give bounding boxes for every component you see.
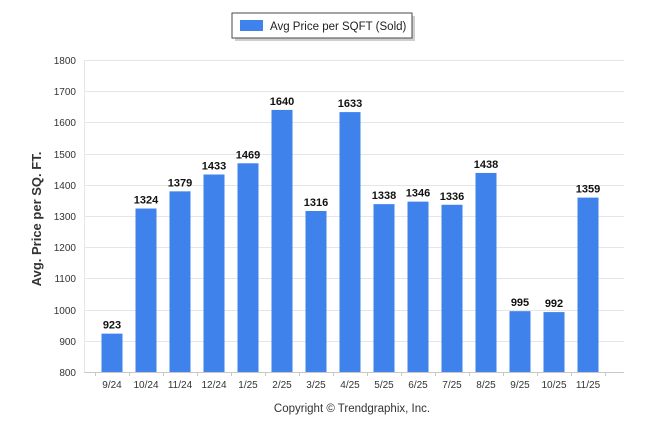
y-axis-ticks: 800 900 1000 1100 1200 1300 1400 1500 1600 1700 18… <box>54 56 77 379</box>
y-tick-label: 900 <box>59 337 76 348</box>
bar <box>339 112 361 372</box>
y-tick-label: 1000 <box>54 306 77 317</box>
data-label: 1640 <box>270 96 294 108</box>
x-tick-label: 10/24 <box>133 380 158 391</box>
bar <box>135 208 157 372</box>
y-tick-label: 1700 <box>54 87 77 98</box>
bar <box>203 174 225 372</box>
x-tick-label: 5/25 <box>374 380 394 391</box>
data-label: 1359 <box>576 184 600 196</box>
data-label: 1633 <box>338 98 362 110</box>
bar <box>305 211 327 372</box>
bar <box>373 204 395 372</box>
x-tick-label: 10/25 <box>541 380 566 391</box>
y-tick-label: 1500 <box>54 150 77 161</box>
data-label: 1338 <box>372 190 396 202</box>
copyright-text: Copyright © Trendgraphix, Inc. <box>274 403 430 415</box>
data-label: 992 <box>545 298 563 310</box>
data-label: 1433 <box>202 161 226 173</box>
x-tick-label: 3/25 <box>306 380 326 391</box>
data-label: 1438 <box>474 159 498 171</box>
x-tick-label: 8/25 <box>476 380 496 391</box>
bar <box>271 109 293 373</box>
x-tick-label: 7/25 <box>442 380 462 391</box>
y-tick-label: 1200 <box>54 243 77 254</box>
x-tick-label: 9/24 <box>102 380 122 391</box>
legend-label: Avg Price per SQFT (Sold) <box>270 21 407 33</box>
y-tick-label: 800 <box>59 368 76 379</box>
y-tick-label: 1300 <box>54 212 77 223</box>
bars <box>101 109 599 373</box>
x-tick-label: 11/25 <box>576 380 601 391</box>
legend-swatch <box>240 20 263 31</box>
y-tick-label: 1400 <box>54 181 77 192</box>
legend: Avg Price per SQFT (Sold) <box>231 12 415 41</box>
data-label: 1316 <box>304 197 328 209</box>
bar <box>475 172 497 372</box>
bar <box>237 163 259 372</box>
bar <box>441 204 463 372</box>
x-tick-label: 6/25 <box>408 380 428 391</box>
data-label: 1346 <box>406 188 430 200</box>
x-axis-ticks: 9/24 10/24 11/24 12/24 1/25 2/25 3/25 4/25 5/25 6… <box>95 372 606 391</box>
y-tick-label: 1100 <box>54 274 76 285</box>
bar <box>169 191 191 372</box>
bar <box>509 311 531 372</box>
y-tick-label: 1600 <box>54 118 77 129</box>
data-label: 995 <box>511 297 529 309</box>
bar <box>577 197 599 372</box>
bar <box>101 333 123 372</box>
y-axis-title: Avg. Price per SQ. FT. <box>29 152 44 287</box>
x-tick-label: 4/25 <box>340 380 360 391</box>
bar <box>543 312 565 372</box>
data-label: 1469 <box>236 149 260 161</box>
x-tick-label: 12/24 <box>201 380 226 391</box>
data-labels: 923 1324 1379 1433 1469 1640 1316 1633 1338 1346 1… <box>103 96 600 332</box>
bar <box>407 201 429 372</box>
x-tick-label: 1/25 <box>238 380 258 391</box>
data-label: 1336 <box>440 191 464 203</box>
x-tick-label: 9/25 <box>510 380 530 391</box>
x-tick-label: 11/24 <box>168 380 193 391</box>
data-label: 923 <box>103 320 121 332</box>
data-label: 1379 <box>168 177 192 189</box>
data-label: 1324 <box>134 195 159 207</box>
x-tick-label: 2/25 <box>272 380 292 391</box>
y-tick-label: 1800 <box>54 56 77 67</box>
